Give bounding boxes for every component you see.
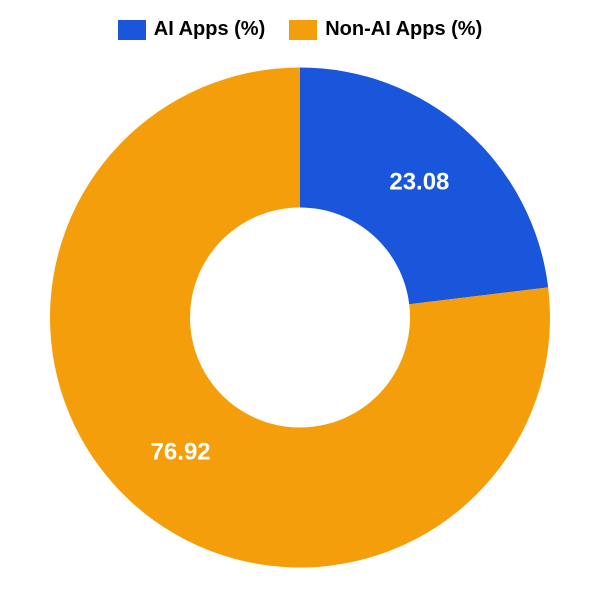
donut-svg (40, 58, 560, 578)
legend-item-ai: AI Apps (%) (118, 18, 265, 41)
legend-item-nonai: Non-AI Apps (%) (289, 18, 482, 41)
slice-label-nonai: 76.92 (151, 438, 211, 466)
donut-chart: 23.08 76.92 (40, 58, 560, 583)
legend-swatch-nonai (289, 20, 317, 40)
legend-label-nonai: Non-AI Apps (%) (325, 18, 482, 41)
legend-label-ai: AI Apps (%) (154, 18, 265, 41)
slice-label-ai: 23.08 (389, 169, 449, 197)
legend-swatch-ai (118, 20, 146, 40)
chart-legend: AI Apps (%) Non-AI Apps (%) (0, 0, 600, 41)
